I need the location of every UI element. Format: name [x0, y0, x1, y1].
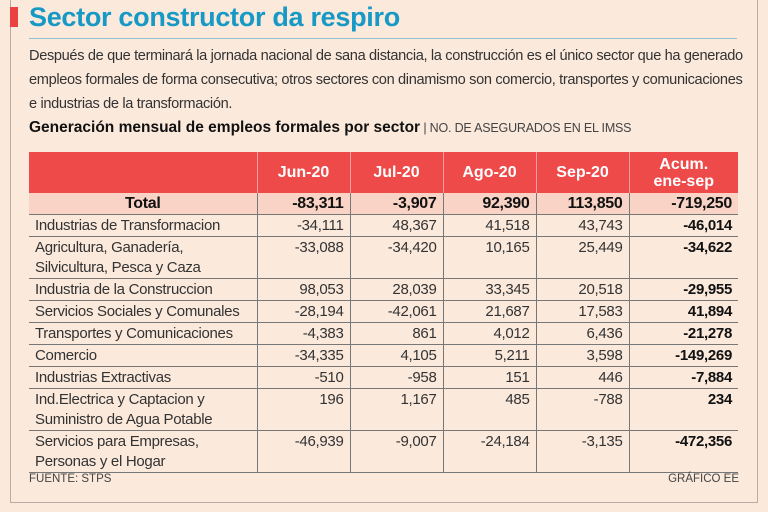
column-header: [29, 152, 257, 193]
column-header: Ago-20: [442, 152, 536, 193]
value-cell: -34,111: [256, 214, 350, 237]
table-row: Industria de la Construccion 98,053 28,039…: [29, 278, 738, 301]
value-cell: 4,012: [442, 322, 536, 345]
value-cell: 92,390: [442, 193, 536, 215]
sector-label: Servicios para Empresas, Personas y el H…: [29, 430, 257, 473]
value-cell: 28,039: [349, 278, 443, 301]
title-divider: [29, 38, 737, 39]
value-cell: -3,907: [349, 193, 443, 215]
value-cell: -4,383: [256, 322, 350, 345]
value-cell: -3,135: [535, 430, 629, 473]
acum-cell: -34,622: [628, 236, 738, 279]
value-cell: -42,061: [349, 300, 443, 323]
table-row: Transportes y Comunicaciones -4,383 861 4,0…: [29, 322, 738, 345]
value-cell: 5,211: [442, 344, 536, 367]
value-cell: 20,518: [535, 278, 629, 301]
value-cell: -788: [535, 388, 629, 431]
value-cell: -24,184: [442, 430, 536, 473]
acum-cell: 41,894: [628, 300, 738, 323]
lead-paragraph: Después de que terminará la jornada naci…: [29, 48, 743, 112]
acum-cell: -46,014: [628, 214, 738, 237]
acum-cell: -21,278: [628, 322, 738, 345]
value-cell: -33,088: [256, 236, 350, 279]
acum-cell: -7,884: [628, 366, 738, 389]
sector-label: Agricultura, Ganadería, Silvicultura, Pe…: [29, 236, 257, 279]
sector-label: Transportes y Comunicaciones: [29, 322, 257, 345]
value-cell: 98,053: [256, 278, 350, 301]
acum-cell: 234: [628, 388, 738, 431]
value-cell: 3,598: [535, 344, 629, 367]
value-cell: 41,518: [442, 214, 536, 237]
acum-cell: -149,269: [628, 344, 738, 367]
sector-label: Servicios Sociales y Comunales: [29, 300, 257, 323]
acum-cell: -472,356: [628, 430, 738, 473]
value-cell: 196: [256, 388, 350, 431]
column-header: Acum. ene-sep: [628, 152, 738, 193]
table-row: Agricultura, Ganadería, Silvicultura, Pe…: [29, 236, 738, 279]
value-cell: 43,743: [535, 214, 629, 237]
value-cell: 485: [442, 388, 536, 431]
value-cell: 48,367: [349, 214, 443, 237]
table-row: Industrias de Transformacion -34,111 48,36…: [29, 214, 738, 237]
value-cell: 113,850: [535, 193, 629, 215]
value-cell: -46,939: [256, 430, 350, 473]
column-header: Sep-20: [535, 152, 629, 193]
value-cell: -34,335: [256, 344, 350, 367]
value-cell: 6,436: [535, 322, 629, 345]
sector-label: Industria de la Construccion: [29, 278, 257, 301]
value-cell: 10,165: [442, 236, 536, 279]
table-row: Comercio -34,335 4,105 5,211 3,598 -149,269: [29, 344, 738, 367]
value-cell: -958: [349, 366, 443, 389]
table-subtitle: Generación mensual de empleos formales p…: [29, 119, 632, 137]
value-cell: -83,311: [256, 193, 350, 215]
value-cell: 1,167: [349, 388, 443, 431]
sector-label: Industrias Extractivas: [29, 366, 257, 389]
value-cell: 861: [349, 322, 443, 345]
employment-table: Jun-20 Jul-20 Ago-20 Sep-20 Acum. ene-sep To…: [29, 152, 738, 473]
value-cell: 17,583: [535, 300, 629, 323]
value-cell: 446: [535, 366, 629, 389]
source-note: FUENTE: STPS: [29, 473, 112, 485]
value-cell: -9,007: [349, 430, 443, 473]
value-cell: 4,105: [349, 344, 443, 367]
acum-cell: -29,955: [628, 278, 738, 301]
header-row: Jun-20 Jul-20 Ago-20 Sep-20 Acum. ene-sep: [29, 152, 738, 193]
total-row: Total -83,311 -3,907 92,390 113,850 -719,250: [29, 193, 738, 215]
infographic-panel: [10, 0, 758, 503]
sector-label: Total: [29, 193, 257, 215]
value-cell: -510: [256, 366, 350, 389]
value-cell: -28,194: [256, 300, 350, 323]
value-cell: 21,687: [442, 300, 536, 323]
table-row: Servicios Sociales y Comunales -28,194 -42…: [29, 300, 738, 323]
value-cell: 25,449: [535, 236, 629, 279]
table-unit: | NO. DE ASEGURADOS EN EL IMSS: [420, 121, 632, 135]
table-row: Industrias Extractivas -510 -958 151 446 -7,8…: [29, 366, 738, 389]
sector-label: Industrias de Transformacion: [29, 214, 257, 237]
sector-label: Ind.Electrica y Captacion y Suministro d…: [29, 388, 257, 431]
table-row: Servicios para Empresas, Personas y el H…: [29, 430, 738, 473]
page-title: Sector constructor da respiro: [29, 2, 400, 32]
table-title: Generación mensual de empleos formales p…: [29, 119, 421, 136]
value-cell: 151: [442, 366, 536, 389]
table-row: Ind.Electrica y Captacion y Suministro d…: [29, 388, 738, 431]
sector-label: Comercio: [29, 344, 257, 367]
credit-note: GRÁFICO EE: [668, 473, 739, 485]
title-accent-bar: [10, 7, 18, 27]
value-cell: 33,345: [442, 278, 536, 301]
acum-cell: -719,250: [628, 193, 738, 215]
column-header: Jul-20: [349, 152, 443, 193]
value-cell: -34,420: [349, 236, 443, 279]
column-header: Jun-20: [256, 152, 350, 193]
